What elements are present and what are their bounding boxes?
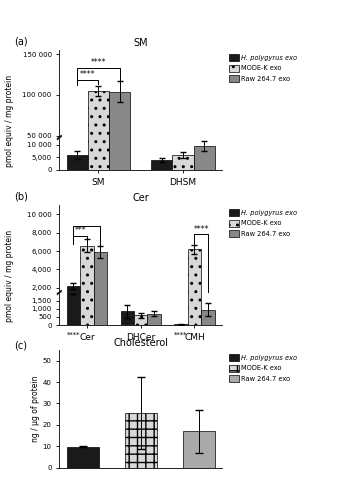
Bar — [80, 246, 94, 306]
Bar — [94, 252, 107, 306]
Title: SM: SM — [133, 38, 148, 48]
Bar — [88, 0, 109, 170]
Legend: H. polygyrus exo, MODE-K exo, Raw 264.7 exo: H. polygyrus exo, MODE-K exo, Raw 264.7 … — [228, 208, 298, 238]
Bar — [125, 413, 157, 468]
Bar — [194, 146, 215, 170]
Bar — [173, 172, 194, 177]
Text: (c): (c) — [14, 340, 27, 350]
Bar — [151, 160, 173, 170]
Bar — [147, 314, 161, 325]
Bar — [201, 298, 215, 306]
Text: ****: **** — [194, 224, 209, 234]
Y-axis label: ng / μg of protein: ng / μg of protein — [31, 376, 40, 442]
Title: Cer: Cer — [132, 193, 149, 203]
Text: ****: **** — [91, 58, 106, 67]
Bar — [80, 218, 94, 325]
Bar — [134, 301, 147, 306]
Bar — [120, 311, 134, 325]
Bar — [147, 300, 161, 306]
Bar — [67, 172, 88, 177]
Bar — [109, 92, 130, 177]
Bar — [188, 249, 201, 306]
Bar — [183, 431, 215, 468]
Text: ****: **** — [174, 332, 188, 338]
Bar — [174, 324, 188, 325]
Text: ****: **** — [80, 70, 96, 79]
Bar — [201, 310, 215, 325]
Bar — [67, 289, 80, 325]
Bar — [173, 155, 194, 170]
Legend: H. polygyrus exo, MODE-K exo, Raw 264.7 exo: H. polygyrus exo, MODE-K exo, Raw 264.7 … — [228, 354, 298, 383]
Bar — [120, 298, 134, 306]
Text: ****: **** — [67, 332, 80, 338]
Legend: H. polygyrus exo, MODE-K exo, Raw 264.7 exo: H. polygyrus exo, MODE-K exo, Raw 264.7 … — [228, 54, 298, 83]
Bar — [134, 316, 147, 325]
Bar — [151, 174, 173, 177]
Bar — [109, 0, 130, 170]
Bar — [188, 224, 201, 325]
Bar — [94, 229, 107, 325]
Bar — [67, 155, 88, 170]
Bar — [67, 286, 80, 306]
Y-axis label: pmol equiv / mg protein: pmol equiv / mg protein — [5, 230, 14, 322]
Text: ***: *** — [74, 226, 86, 235]
Text: (a): (a) — [14, 37, 27, 47]
Text: (b): (b) — [14, 192, 28, 202]
Bar — [67, 446, 99, 468]
Bar — [88, 91, 109, 177]
Bar — [194, 169, 215, 177]
Y-axis label: pmol equiv / mg protein: pmol equiv / mg protein — [5, 75, 14, 168]
Title: Cholesterol: Cholesterol — [113, 338, 168, 348]
